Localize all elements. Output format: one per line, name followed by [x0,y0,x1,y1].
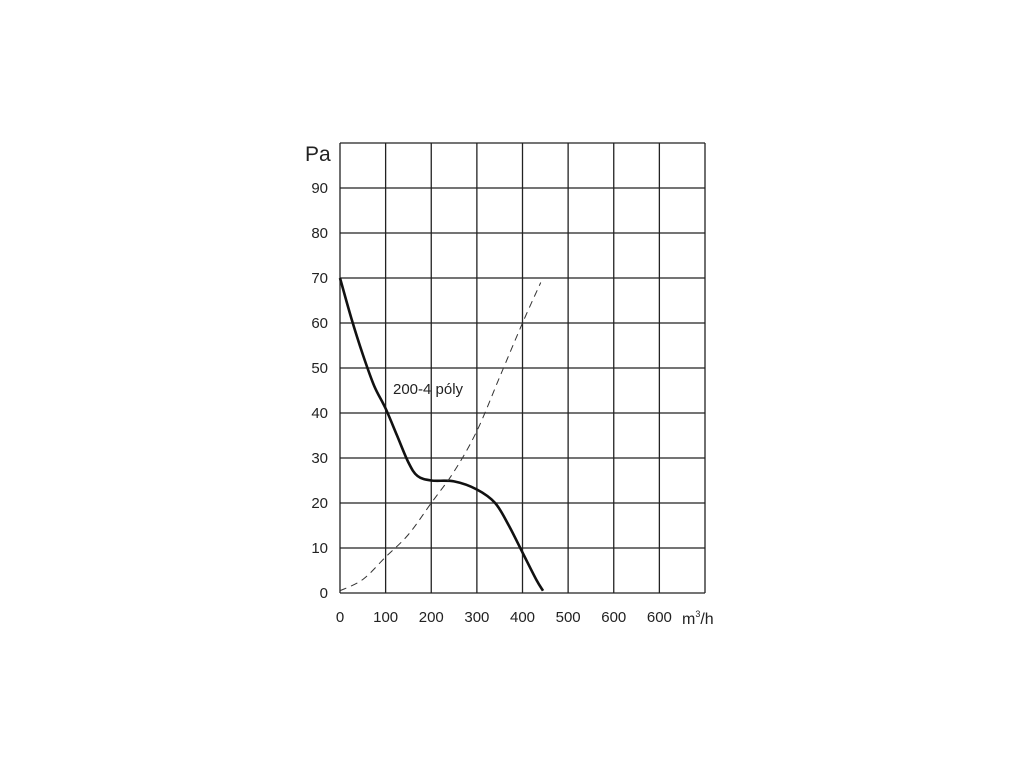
y-tick-label: 50 [311,360,328,377]
y-tick-label: 10 [311,540,328,557]
x-tick-label: 600 [647,609,672,626]
grid [339,142,706,594]
x-axis-label-suffix: /h [700,611,713,628]
y-tick-labels: 0 10 20 30 40 50 60 70 80 90 [311,180,328,602]
y-tick-label: 70 [311,270,328,287]
x-axis-label-base: m [682,611,695,628]
x-tick-label: 200 [419,609,444,626]
y-tick-label: 30 [311,450,328,467]
x-tick-label: 600 [601,609,626,626]
y-tick-label: 40 [311,405,328,422]
x-tick-label: 500 [556,609,581,626]
series-line-fan-curve [338,277,545,592]
y-tick-label: 80 [311,225,328,242]
x-axis-label-sup: 3 [695,609,700,619]
y-tick-label: 20 [311,495,328,512]
y-tick-label: 90 [311,180,328,197]
x-tick-label: 300 [464,609,489,626]
y-tick-label: 60 [311,315,328,332]
x-axis-label: m3/h [682,609,714,628]
x-tick-labels: 0 100 200 300 400 500 600 600 [336,609,672,626]
y-axis-label: Pa [305,143,331,166]
y-tick-label: 0 [320,585,328,602]
x-tick-label: 100 [373,609,398,626]
curve-annotation: 200-4 póly [393,381,464,398]
series-group [338,277,545,592]
x-tick-label: 400 [510,609,535,626]
series-line-system-curve [339,282,542,592]
x-tick-label: 0 [336,609,344,626]
